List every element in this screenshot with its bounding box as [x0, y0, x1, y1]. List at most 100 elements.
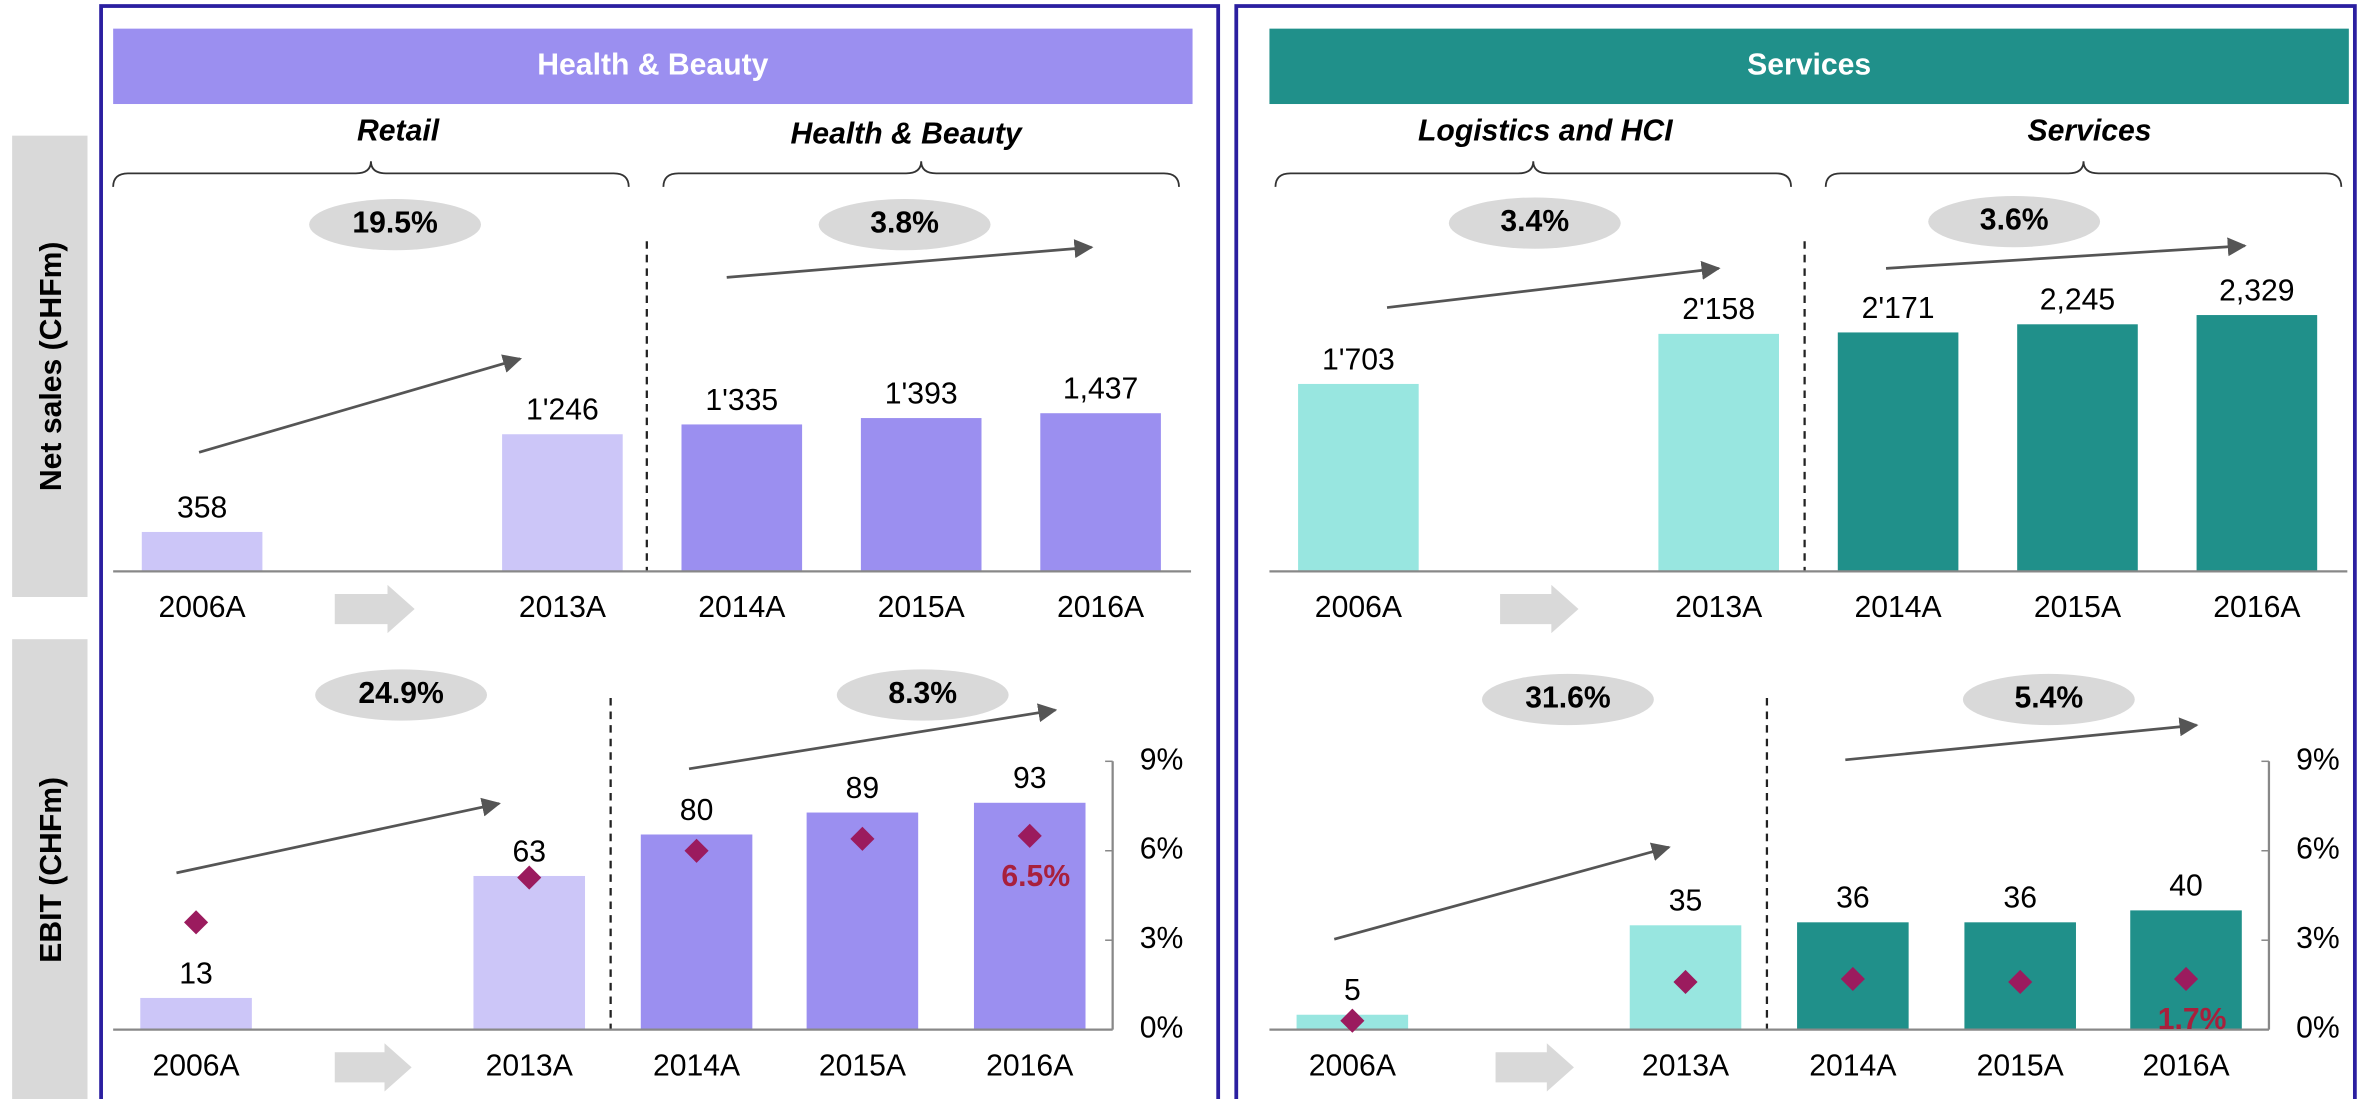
group-label: Logistics and HCI — [1418, 115, 1673, 148]
bar — [860, 418, 982, 572]
value-label: 5 — [1344, 974, 1361, 1007]
cagr-label: 31.6% — [1525, 681, 1610, 714]
panel-title: Services — [1747, 48, 1871, 81]
trend-arrow — [176, 797, 501, 875]
panel-frame — [99, 4, 1221, 1104]
trend-arrow — [1845, 717, 2199, 762]
y2-tick-label: 0% — [2296, 1012, 2340, 1045]
value-label: 1,437 — [1063, 373, 1138, 406]
group-label: Services — [2028, 115, 2152, 148]
cagr-label: 3.6% — [1980, 204, 2049, 237]
x-tick-label: 2015A — [2034, 591, 2122, 624]
x-tick-label: 2014A — [653, 1049, 741, 1082]
transition-arrow — [334, 1043, 412, 1092]
x-tick-label: 2016A — [1057, 591, 1145, 624]
panel-header — [113, 28, 1193, 105]
bar — [1040, 413, 1161, 572]
y2-tick-label: 6% — [2296, 833, 2340, 866]
cagr-bubble — [836, 669, 1009, 721]
panel-title: Health & Beauty — [537, 48, 768, 81]
margin-marker — [684, 838, 709, 863]
bar — [141, 531, 263, 572]
brace — [1274, 161, 1792, 187]
cagr-label: 19.5% — [352, 207, 437, 240]
row-label-box — [12, 639, 88, 1104]
brace — [1824, 161, 2343, 187]
x-tick-label: 2006A — [159, 591, 247, 624]
trend-arrow — [688, 703, 1058, 771]
x-tick-label: 2016A — [986, 1049, 1074, 1082]
x-tick-label: 2015A — [819, 1049, 907, 1082]
margin-marker — [850, 826, 875, 851]
x-tick-label: 2016A — [2142, 1049, 2230, 1082]
margin-marker — [184, 910, 209, 935]
value-label: 1'393 — [885, 377, 958, 410]
x-tick-label: 2013A — [519, 591, 607, 624]
value-label: 1'335 — [705, 384, 778, 417]
transition-arrow — [1500, 584, 1579, 634]
x-tick-label: 2015A — [1977, 1049, 2065, 1082]
x-tick-label: 2006A — [152, 1049, 240, 1082]
x-tick-label: 2014A — [1809, 1049, 1897, 1082]
cagr-bubble — [818, 198, 991, 251]
x-tick-label: 2006A — [1309, 1049, 1397, 1082]
group-label: Retail — [357, 115, 440, 148]
margin-marker — [1673, 969, 1698, 995]
margin-marker — [1840, 966, 1865, 992]
trend-arrow — [198, 354, 523, 454]
row-label-box — [12, 135, 88, 597]
x-tick-label: 2013A — [486, 1049, 574, 1082]
cagr-bubble — [309, 198, 481, 251]
panel-frame — [1234, 4, 2357, 1104]
margin-label: 1.7% — [2158, 1003, 2227, 1036]
value-label: 35 — [1669, 885, 1703, 918]
x-tick-label: 2013A — [1675, 591, 1763, 624]
x-tick-label: 2016A — [2213, 591, 2301, 624]
bar — [1837, 332, 1959, 572]
margin-marker — [2008, 969, 2033, 995]
row-label: EBIT (CHFm) — [35, 777, 68, 963]
bar — [140, 997, 252, 1030]
trend-arrow — [1386, 260, 1721, 309]
group-label: Health & Beauty — [791, 118, 1024, 151]
cagr-bubble — [1928, 195, 2101, 248]
cagr-bubble — [315, 669, 488, 721]
y2-tick-label: 9% — [1140, 743, 1184, 776]
value-label: 80 — [680, 794, 714, 827]
y2-tick-label: 6% — [1140, 833, 1184, 866]
x-tick-label: 2015A — [878, 591, 966, 624]
bar — [681, 424, 803, 572]
brace — [662, 161, 1180, 187]
value-label: 89 — [846, 772, 880, 805]
cagr-label: 3.8% — [870, 207, 939, 240]
cagr-label: 8.3% — [888, 677, 957, 710]
x-tick-label: 2014A — [698, 591, 786, 624]
bar — [2017, 324, 2138, 572]
bar — [502, 434, 623, 572]
x-tick-label: 2013A — [1642, 1049, 1730, 1082]
brace — [112, 161, 630, 187]
trend-arrow — [1885, 237, 2247, 270]
bar — [2196, 315, 2318, 572]
bar — [640, 834, 753, 1030]
cagr-label: 5.4% — [2014, 681, 2083, 714]
trend-arrow — [726, 239, 1094, 279]
y2-tick-label: 0% — [1140, 1012, 1184, 1045]
transition-arrow — [334, 584, 415, 634]
value-label: 1'246 — [526, 394, 599, 427]
x-tick-label: 2014A — [1855, 591, 1943, 624]
value-label: 63 — [512, 835, 546, 868]
value-label: 13 — [179, 957, 213, 990]
value-label: 40 — [2169, 870, 2203, 903]
cagr-bubble — [1448, 197, 1621, 249]
y2-tick-label: 3% — [1140, 922, 1184, 955]
margin-label: 6.5% — [1001, 860, 1070, 893]
value-label: 2,245 — [2040, 284, 2115, 317]
trend-arrow — [1333, 842, 1671, 941]
cagr-label: 24.9% — [358, 677, 443, 710]
value-label: 2'158 — [1682, 293, 1755, 326]
bar — [473, 875, 586, 1030]
panel-header — [1269, 28, 2349, 105]
